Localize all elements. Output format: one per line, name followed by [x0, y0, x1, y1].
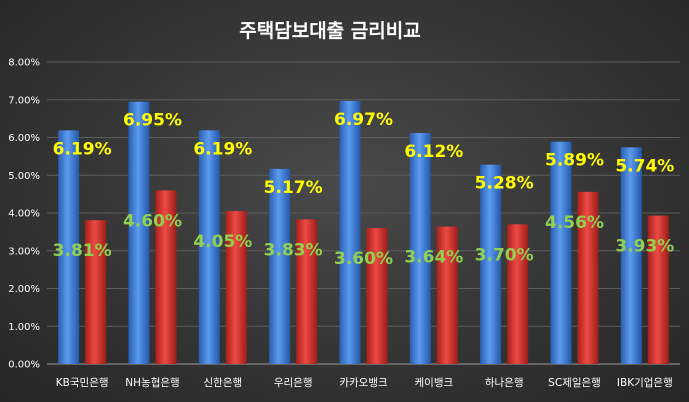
bar-series2 — [155, 190, 177, 364]
x-category-label: NH농협은행 — [125, 376, 179, 389]
data-label: 5.74% — [615, 156, 674, 176]
x-category-label: 하나은행 — [485, 376, 524, 389]
bar-series1 — [128, 101, 150, 364]
grid-lines — [47, 61, 680, 365]
data-label: 3.70% — [475, 245, 534, 265]
data-label: 3.81% — [53, 241, 112, 261]
y-tick-label: 0.00% — [8, 360, 40, 371]
bar-series1 — [409, 132, 431, 364]
bar-series1 — [480, 164, 502, 364]
data-label: 5.17% — [264, 178, 323, 198]
bar-series1 — [339, 100, 361, 364]
bar-series1 — [269, 168, 291, 364]
bars — [58, 100, 669, 364]
x-category-label: 케이뱅크 — [415, 377, 454, 389]
bar-series1 — [620, 147, 642, 364]
x-category-label: KB국민은행 — [56, 377, 109, 389]
bar-series2 — [577, 191, 599, 364]
bar-series2 — [436, 226, 458, 364]
y-tick-label: 3.00% — [8, 246, 40, 257]
y-tick-label: 2.00% — [8, 284, 40, 295]
y-tick-label: 1.00% — [8, 322, 40, 333]
chart-title: 주택담보대출 금리비교 — [239, 20, 420, 42]
data-label: 3.83% — [264, 240, 323, 260]
bar-series2 — [366, 228, 388, 364]
bar-series2 — [507, 224, 529, 364]
data-label: 5.89% — [545, 151, 604, 171]
data-label: 5.28% — [475, 174, 534, 194]
x-category-label: IBK기업은행 — [617, 376, 673, 389]
data-label: 6.12% — [404, 142, 463, 162]
bar-series2 — [225, 211, 247, 364]
bar-series2 — [85, 220, 107, 364]
data-label: 6.97% — [334, 110, 393, 130]
data-label: 6.19% — [193, 139, 252, 159]
bar-series2 — [296, 219, 318, 364]
data-label: 3.64% — [404, 248, 463, 268]
bar-series1 — [550, 141, 572, 364]
data-label: 3.93% — [615, 237, 674, 257]
data-label: 6.19% — [53, 139, 112, 159]
data-label: 3.60% — [334, 249, 393, 269]
data-label: 6.95% — [123, 111, 182, 131]
y-tick-label: 4.00% — [8, 209, 40, 220]
y-tick-label: 5.00% — [8, 171, 40, 182]
x-category-label: 우리은행 — [274, 377, 313, 389]
x-category-label: 신한은행 — [204, 377, 243, 389]
y-axis-ticks: 0.00% 1.00% 2.00% 3.00% 4.00% 5.00% 6.00% 7.00%… — [8, 58, 40, 371]
bar-series1 — [198, 130, 220, 364]
x-category-label: 카카오뱅크 — [339, 377, 388, 389]
y-tick-label: 7.00% — [8, 95, 40, 106]
data-label: 4.60% — [123, 211, 182, 231]
bar-series1 — [58, 130, 80, 364]
y-tick-label: 8.00% — [8, 58, 40, 69]
data-label: 4.05% — [193, 232, 252, 252]
x-axis-categories: KB국민은행 NH농협은행 신한은행 우리은행 카카오뱅크 케이뱅크 하나은행 SC제일은행 I… — [56, 376, 673, 389]
x-category-label: SC제일은행 — [548, 376, 601, 389]
data-label: 4.56% — [545, 213, 604, 233]
bar-series2 — [647, 215, 669, 364]
y-tick-label: 6.00% — [8, 133, 40, 144]
data-labels: 6.19% 3.81% 6.95% 4.60% 6.19% 4.05% 5.17% 3.83%… — [53, 110, 675, 269]
